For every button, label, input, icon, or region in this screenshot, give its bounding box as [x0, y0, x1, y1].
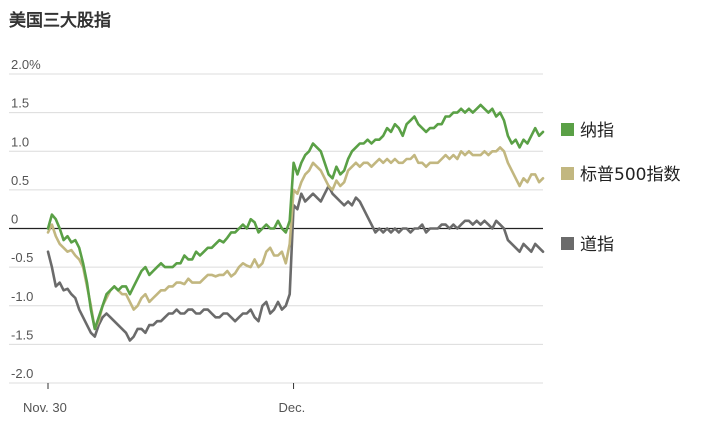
x-axis-ticks: Nov. 30 Dec.: [23, 383, 305, 415]
y-tick-label: 1.0: [11, 134, 29, 149]
legend-swatch: [561, 167, 574, 180]
y-tick-label: -0.5: [11, 250, 33, 265]
y-tick-label: 2.0%: [11, 57, 41, 72]
y-tick-label: -1.5: [11, 327, 33, 342]
legend-label: 纳指: [580, 121, 614, 141]
series-line: [46, 146, 545, 331]
series-line: [46, 184, 545, 342]
series-lines: [46, 103, 545, 342]
legend-label: 标普500指数: [580, 165, 680, 185]
series-line: [46, 103, 545, 331]
y-tick-label: 1.5: [11, 96, 29, 111]
y-tick-label: -2.0: [11, 366, 33, 381]
chart-title: 美国三大股指: [9, 11, 111, 31]
legend-swatch: [561, 123, 574, 136]
x-tick-label: Nov. 30: [23, 400, 67, 415]
grid-lines: [9, 73, 543, 384]
legend-label: 道指: [580, 235, 614, 255]
legend-swatch: [561, 237, 574, 250]
y-tick-label: 0: [11, 212, 18, 227]
y-axis-ticks: 2.0% 1.5 1.0 0.5 0 -0.5 -1.0 -1.5 -2.0: [11, 57, 41, 381]
y-tick-label: -1.0: [11, 289, 33, 304]
y-tick-label: 0.5: [11, 173, 29, 188]
x-tick-label: Dec.: [279, 400, 306, 415]
